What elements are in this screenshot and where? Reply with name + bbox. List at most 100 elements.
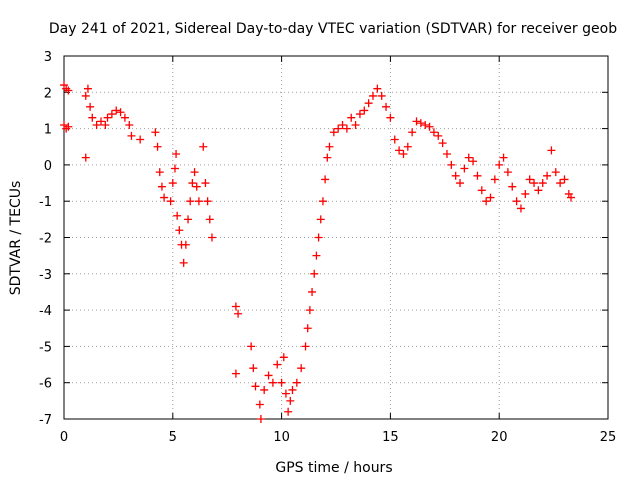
data-point-marker <box>231 302 240 311</box>
data-point-marker <box>460 164 469 173</box>
data-point-marker <box>395 146 404 155</box>
data-point-marker <box>543 171 552 180</box>
data-point-marker <box>560 175 569 184</box>
data-point-marker <box>284 407 293 416</box>
data-point-marker <box>175 226 184 235</box>
data-point-marker <box>125 120 134 129</box>
data-point-marker <box>112 106 121 115</box>
data-point-marker <box>325 142 334 151</box>
y-tick-label: -7 <box>39 413 52 428</box>
data-point-marker <box>412 117 421 126</box>
data-point-marker <box>477 186 486 195</box>
data-point-marker <box>490 175 499 184</box>
y-tick-label: 0 <box>44 159 52 174</box>
x-axis-label: GPS time / hours <box>275 460 392 476</box>
data-point-marker <box>192 182 201 191</box>
data-point-marker <box>503 168 512 177</box>
data-point-marker <box>538 179 547 188</box>
data-point-marker <box>464 153 473 162</box>
data-point-marker <box>310 269 319 278</box>
data-point-marker <box>403 142 412 151</box>
chart-title: Day 241 of 2021, Sidereal Day-to-day VTE… <box>49 21 617 37</box>
data-point-marker <box>179 258 188 267</box>
y-tick-label: 2 <box>44 86 52 101</box>
data-point-marker <box>277 378 286 387</box>
data-point-marker <box>260 385 269 394</box>
data-point-marker <box>188 179 197 188</box>
data-point-marker <box>355 110 364 119</box>
data-point-marker <box>286 396 295 405</box>
data-point-marker <box>64 122 73 131</box>
y-tick-label: -2 <box>39 232 52 247</box>
data-point-marker <box>556 179 565 188</box>
data-point-marker <box>334 124 343 133</box>
x-tick-label: 15 <box>382 430 399 445</box>
data-point-marker <box>323 153 332 162</box>
data-point-marker <box>512 197 521 206</box>
data-point-marker <box>127 131 136 140</box>
data-point-marker <box>425 122 434 131</box>
data-point-marker <box>473 171 482 180</box>
data-point-marker <box>181 240 190 249</box>
data-point-marker <box>364 99 373 108</box>
data-point-marker <box>486 193 495 202</box>
data-point-marker <box>81 153 90 162</box>
data-point-marker <box>442 150 451 159</box>
data-point-marker <box>96 117 105 126</box>
data-point-marker <box>360 106 369 115</box>
y-tick-label: -4 <box>39 304 52 319</box>
data-point-marker <box>88 113 97 122</box>
data-point-marker <box>377 91 386 100</box>
axis-ticks: 0 5 10 15 20 25 -7 -6 -5 -4 -3 -2 -1 0 1 2 3 <box>39 50 616 445</box>
data-point-marker <box>184 215 193 224</box>
data-point-marker <box>155 168 164 177</box>
data-point-marker <box>303 324 312 333</box>
data-point-marker <box>314 233 323 242</box>
data-point-marker <box>321 175 330 184</box>
data-point-marker <box>273 360 282 369</box>
data-point-marker <box>329 128 338 137</box>
data-point-marker <box>249 364 258 373</box>
data-point-marker <box>408 128 417 137</box>
data-point-marker <box>368 91 377 100</box>
data-point-marker <box>292 378 301 387</box>
data-point-marker <box>382 102 391 111</box>
data-point-marker <box>116 108 125 117</box>
data-point-marker <box>347 113 356 122</box>
data-point-marker <box>301 342 310 351</box>
data-point-marker <box>255 400 264 409</box>
data-point-marker <box>166 197 175 206</box>
data-point-marker <box>434 131 443 140</box>
y-tick-label: 1 <box>44 123 52 138</box>
data-point-marker <box>120 113 129 122</box>
data-point-marker <box>316 215 325 224</box>
data-point-marker <box>64 86 73 95</box>
data-point-marker <box>288 385 297 394</box>
data-point-marker <box>416 119 425 128</box>
data-point-marker <box>231 369 240 378</box>
data-point-marker <box>81 91 90 100</box>
data-point-marker <box>525 175 534 184</box>
x-tick-label: 20 <box>491 430 508 445</box>
data-point-marker <box>83 84 92 93</box>
data-point-marker <box>421 120 430 129</box>
x-tick-label: 5 <box>169 430 177 445</box>
data-point-marker <box>482 197 491 206</box>
data-point-marker <box>136 135 145 144</box>
data-point-marker <box>186 197 195 206</box>
x-tick-label: 25 <box>600 430 617 445</box>
data-point-marker <box>516 204 525 213</box>
data-point-marker <box>429 128 438 137</box>
data-point-marker <box>469 157 478 166</box>
x-tick-label: 0 <box>60 430 68 445</box>
data-point-marker <box>205 215 214 224</box>
data-point-marker <box>297 364 306 373</box>
data-point-marker <box>172 150 181 159</box>
data-point-marker <box>190 168 199 177</box>
data-point-marker <box>92 120 101 129</box>
data-point-marker <box>234 309 243 318</box>
y-tick-label: -6 <box>39 377 52 392</box>
data-point-marker <box>160 193 169 202</box>
data-point-marker <box>203 197 212 206</box>
data-point-marker <box>281 389 290 398</box>
